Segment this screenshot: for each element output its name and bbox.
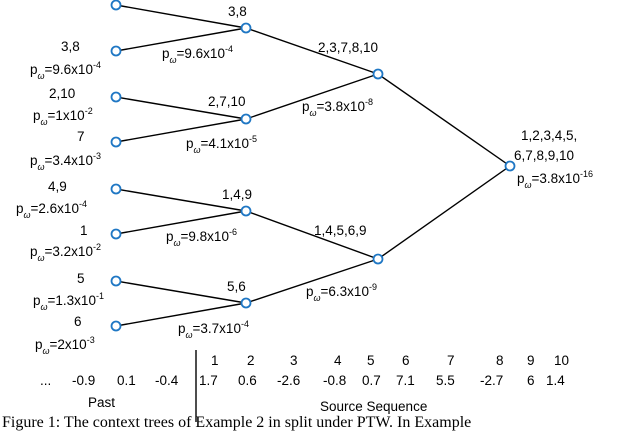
leaf-label: 3,8 bbox=[61, 39, 80, 54]
source-value: 0.7 bbox=[362, 373, 381, 388]
source-value: 5.5 bbox=[436, 373, 455, 388]
node-probability: pω=6.3x10-9 bbox=[306, 282, 377, 303]
leaf-probability: pω=1x10-2 bbox=[33, 106, 93, 127]
node-probability: pω=9.6x10-4 bbox=[162, 44, 233, 65]
source-value: -0.8 bbox=[323, 373, 347, 388]
sequence-index: 1 bbox=[211, 353, 219, 368]
node-label: 3,8 bbox=[228, 4, 247, 19]
leaf-label: 1 bbox=[80, 223, 88, 238]
root-probability: pω=3.8x10-16 bbox=[517, 169, 593, 190]
source-value: 1.7 bbox=[199, 373, 218, 388]
leaf-probability: pω=1.3x10-1 bbox=[33, 291, 104, 312]
leaf-label: 4,9 bbox=[48, 179, 67, 194]
leaf-probability: pω=3.2x10-2 bbox=[30, 242, 101, 263]
leaf-label: 2,10 bbox=[49, 86, 76, 101]
sequence-index: 9 bbox=[527, 353, 535, 368]
node-probability: pω=3.7x10-4 bbox=[178, 319, 249, 340]
source-value: 0.6 bbox=[238, 373, 257, 388]
sequence-index: 7 bbox=[447, 353, 455, 368]
past-value: -0.4 bbox=[155, 373, 179, 388]
root-label-line2: 6,7,8,9,10 bbox=[514, 148, 575, 163]
leaf-label: 6 bbox=[74, 314, 82, 329]
node-label: 2,7,10 bbox=[208, 94, 246, 109]
node-label: 1,4,9 bbox=[222, 187, 253, 202]
past-value: -0.9 bbox=[72, 373, 96, 388]
root-label-line1: 1,2,3,4,5, bbox=[521, 128, 578, 143]
node-label: 2,3,7,8,10 bbox=[318, 40, 379, 55]
sequence-index: 10 bbox=[554, 353, 570, 368]
sequence-index: 5 bbox=[367, 353, 375, 368]
node-probability: pω=4.1x10-5 bbox=[186, 134, 257, 155]
leaf-probability: pω=9.6x10-4 bbox=[30, 60, 101, 81]
past-value: ... bbox=[40, 373, 52, 388]
source-value: -2.7 bbox=[480, 373, 504, 388]
leaf-probability: pω=2x10-3 bbox=[35, 335, 95, 356]
leaf-probability: pω=2.6x10-4 bbox=[16, 199, 87, 220]
source-value: 7.1 bbox=[396, 373, 415, 388]
sequence-index: 2 bbox=[247, 353, 255, 368]
source-value: -2.6 bbox=[277, 373, 301, 388]
sequence-index: 8 bbox=[496, 353, 504, 368]
figure-caption: Figure 1: The context trees of Example 2… bbox=[2, 414, 472, 431]
sequence-index: 6 bbox=[402, 353, 410, 368]
leaf-probability: pω=3.4x10-3 bbox=[30, 151, 101, 172]
node-label: 5,6 bbox=[227, 279, 246, 294]
node-label: 1,4,5,6,9 bbox=[314, 223, 367, 238]
leaf-label: 5 bbox=[77, 271, 85, 286]
past-label: Past bbox=[88, 395, 116, 410]
node-probability: pω=9.8x10-6 bbox=[166, 227, 237, 248]
tree-edges bbox=[115, 4, 511, 422]
leaf-label: 7 bbox=[77, 129, 85, 144]
source-value: 1.4 bbox=[546, 373, 565, 388]
tree-nodes bbox=[110, 0, 516, 332]
sequence-index: 3 bbox=[290, 353, 298, 368]
source-value: 6 bbox=[527, 373, 535, 388]
node-probability: pω=3.8x10-8 bbox=[302, 97, 373, 118]
past-value: 0.1 bbox=[117, 373, 136, 388]
sequence-index: 4 bbox=[334, 353, 342, 368]
source-sequence-label: Source Sequence bbox=[320, 399, 428, 414]
